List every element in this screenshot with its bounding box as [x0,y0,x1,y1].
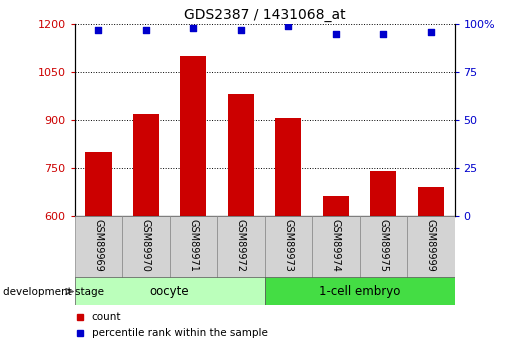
Bar [312,216,360,278]
Text: GSM89974: GSM89974 [331,219,341,272]
Point [284,23,292,29]
Text: oocyte: oocyte [150,285,189,298]
Bar [323,196,349,216]
Text: 1-cell embryo: 1-cell embryo [319,285,400,298]
Bar [170,216,217,278]
Bar [360,216,407,278]
Bar [228,94,254,216]
Title: GDS2387 / 1431068_at: GDS2387 / 1431068_at [184,8,345,22]
Text: GSM89999: GSM89999 [426,219,436,272]
Bar [122,216,170,278]
Point [427,29,435,34]
Bar [265,277,454,305]
Text: GSM89971: GSM89971 [188,219,198,272]
Text: GSM89969: GSM89969 [93,219,104,272]
Bar [265,216,312,278]
Point [142,27,150,33]
Text: development stage: development stage [3,287,104,296]
Bar [133,114,159,216]
Bar [275,118,301,216]
Bar [75,216,122,278]
Point [94,27,103,33]
Text: GSM89972: GSM89972 [236,219,246,273]
Text: GSM89970: GSM89970 [141,219,151,272]
Bar [75,277,265,305]
Text: GSM89975: GSM89975 [378,219,388,273]
Point [189,25,197,31]
Bar [85,152,112,216]
Bar [180,56,207,216]
Point [237,27,245,33]
Bar [370,171,396,216]
Text: count: count [92,312,121,322]
Bar [217,216,265,278]
Text: GSM89973: GSM89973 [283,219,293,272]
Point [379,31,387,37]
Bar [407,216,454,278]
Text: percentile rank within the sample: percentile rank within the sample [92,328,268,338]
Point [332,31,340,37]
Bar [418,187,444,216]
